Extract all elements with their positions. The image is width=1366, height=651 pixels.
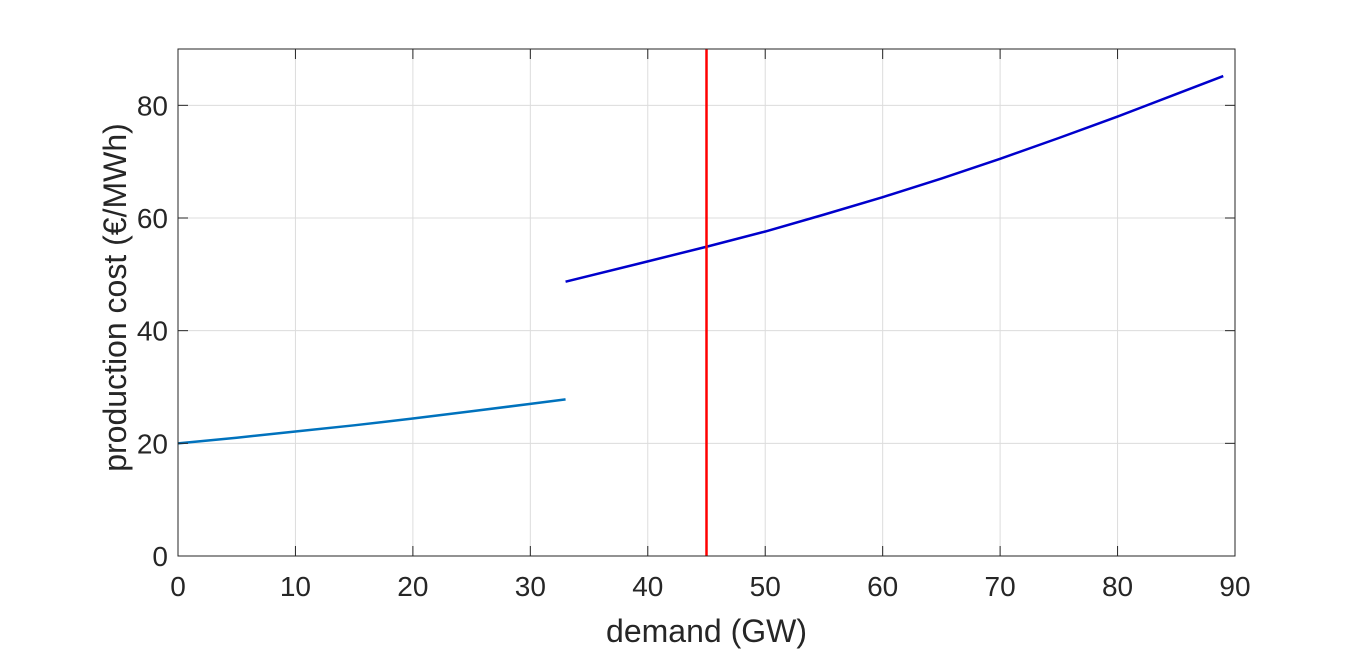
y-axis-label: production cost (€/MWh) — [97, 123, 133, 472]
x-tick-label: 0 — [170, 571, 186, 602]
x-tick-label: 80 — [1102, 571, 1133, 602]
x-tick-label: 20 — [397, 571, 428, 602]
y-tick-label: 40 — [137, 316, 168, 347]
y-tick-label: 0 — [152, 541, 168, 572]
series-group — [177, 74, 1224, 445]
x-tick-label: 60 — [867, 571, 898, 602]
x-tick-label: 50 — [750, 571, 781, 602]
ticks — [177, 49, 1236, 557]
x-tick-label: 70 — [985, 571, 1016, 602]
y-tick-label: 80 — [137, 90, 168, 121]
x-tick-label: 40 — [632, 571, 663, 602]
x-axis-label: demand (GW) — [606, 613, 807, 649]
y-tick-label: 60 — [137, 203, 168, 234]
x-tick-label: 30 — [515, 571, 546, 602]
x-tick-label: 10 — [280, 571, 311, 602]
y-tick-label: 20 — [137, 428, 168, 459]
y-tick-labels: 0 20 40 60 80 — [137, 90, 168, 572]
x-tick-label: 90 — [1219, 571, 1250, 602]
series-line-1 — [177, 398, 566, 445]
x-tick-labels: 0 10 20 30 40 50 60 70 80 90 — [170, 571, 1250, 602]
series-line-2 — [565, 74, 1224, 283]
axes-box — [177, 48, 1236, 557]
